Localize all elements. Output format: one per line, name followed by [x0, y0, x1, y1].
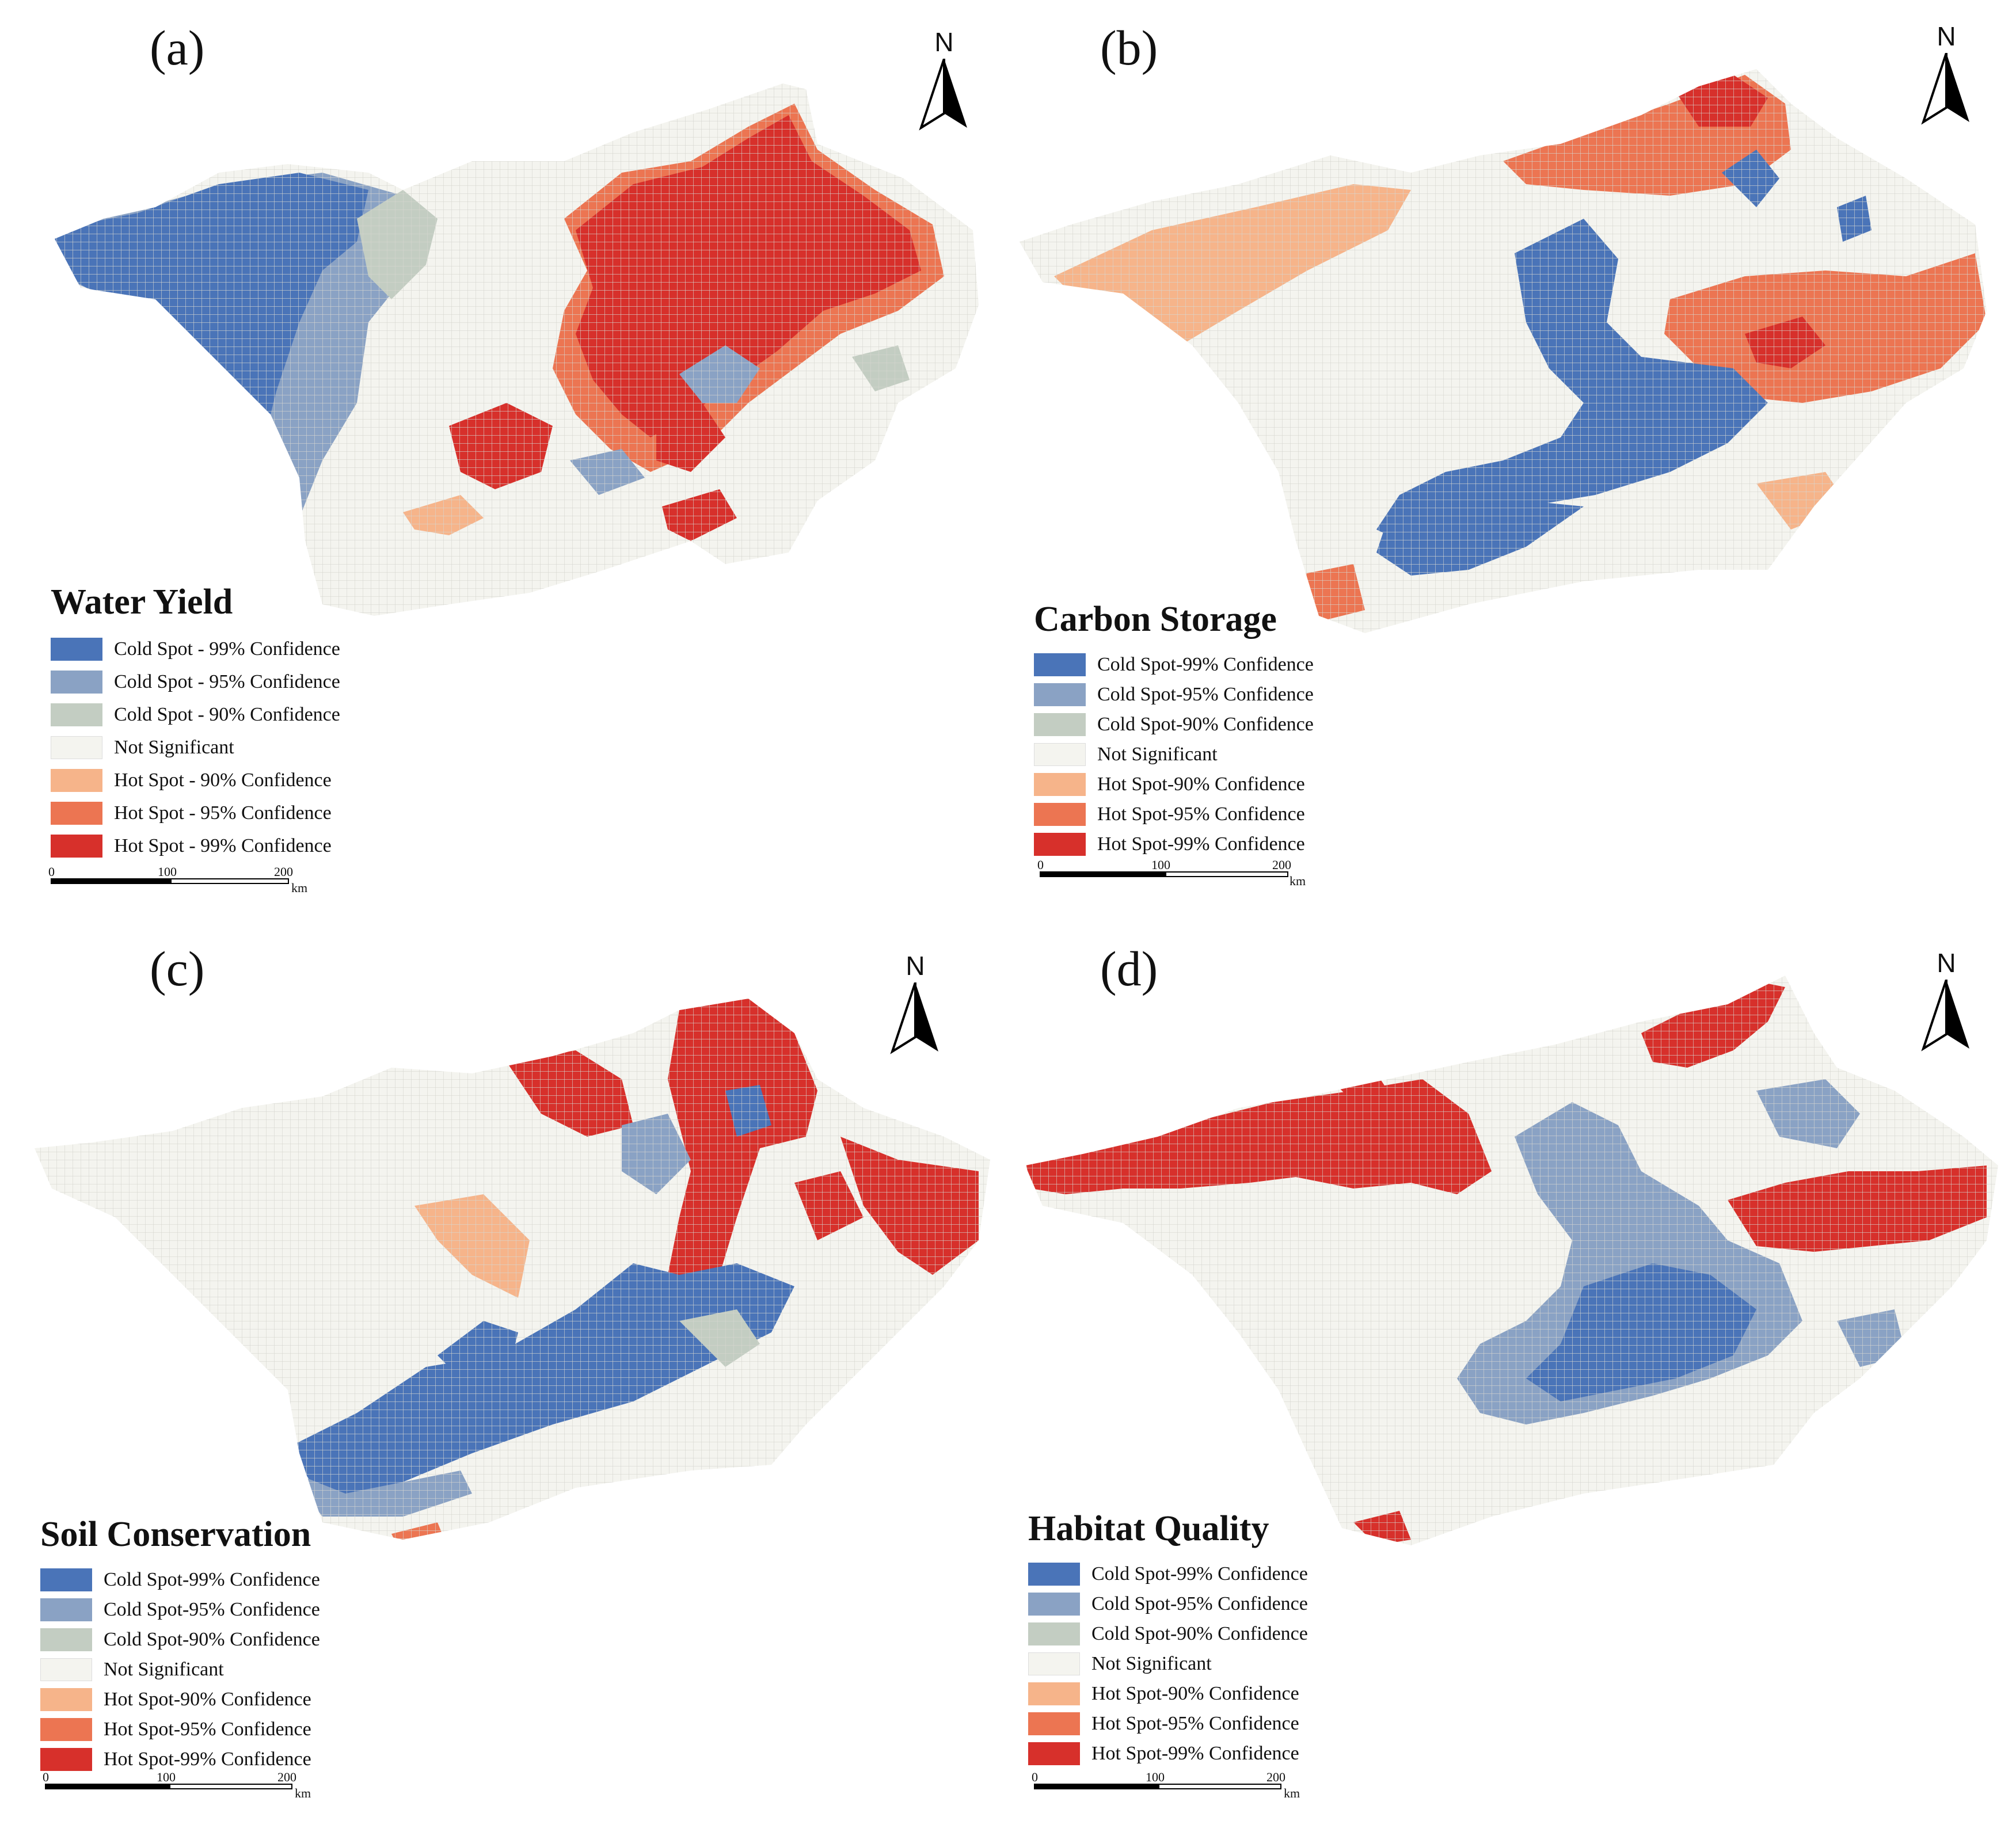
map-carbon-storage: [1020, 69, 1987, 633]
legend-swatch: [1034, 773, 1086, 796]
panel-carbon-storage: (b) N Carbon Storage Cold Spot-99% Confi…: [1008, 0, 2016, 918]
legend-item: Hot Spot - 95% Confidence: [51, 797, 340, 829]
legend-item: Cold Spot-90% Confidence: [1034, 710, 1314, 740]
legend-swatch: [40, 1628, 92, 1651]
legend-title: Water Yield: [51, 582, 233, 622]
legend: Soil Conservation Cold Spot-99% Confiden…: [40, 1517, 320, 1774]
legend-item: Hot Spot-90% Confidence: [40, 1685, 320, 1715]
legend-swatch: [1034, 683, 1086, 706]
legend-swatch: [1028, 1682, 1080, 1705]
legend-item: Hot Spot - 90% Confidence: [51, 764, 340, 797]
legend-swatch: [1028, 1652, 1080, 1675]
legend-item: Hot Spot-95% Confidence: [40, 1715, 320, 1744]
legend-swatch: [40, 1748, 92, 1771]
legend-item: Cold Spot-95% Confidence: [1034, 680, 1314, 710]
panel-habitat-quality: (d) N Habitat Quality Cold Spot-99% Conf…: [1008, 918, 2016, 1836]
legend-swatch: [51, 736, 102, 759]
legend-swatch: [51, 768, 102, 792]
legend-item: Hot Spot - 99% Confidence: [51, 829, 340, 862]
legend-item: Not Significant: [40, 1655, 320, 1685]
legend-swatch: [1028, 1593, 1080, 1616]
legend-item: Hot Spot-95% Confidence: [1028, 1709, 1308, 1739]
north-arrow-icon: N: [1912, 23, 1981, 132]
legend-item: Cold Spot-99% Confidence: [1034, 650, 1314, 680]
north-arrow-icon: N: [881, 953, 950, 1062]
north-arrow-icon: N: [1912, 950, 1981, 1059]
legend-swatch: [1034, 833, 1086, 856]
legend-item: Cold Spot - 95% Confidence: [51, 665, 340, 698]
legend-swatch: [1034, 713, 1086, 736]
legend-title: Habitat Quality: [1028, 1509, 1269, 1548]
map-soil-conservation: [35, 999, 990, 1540]
scale-bar: 0 100 200 km: [43, 1770, 311, 1800]
map-region-carbon-storage: [1020, 69, 1987, 633]
legend-swatch: [40, 1598, 92, 1621]
panel-label: (a): [150, 20, 205, 75]
panel-soil-conservation: (c) N Soil Conservation Cold Spot-99% Co…: [0, 918, 1008, 1836]
legend-swatch: [51, 834, 102, 858]
legend-item: Hot Spot-99% Confidence: [1034, 829, 1314, 859]
legend-swatch: [1034, 803, 1086, 826]
legend-swatch: [51, 670, 102, 694]
panel-label: (b): [1100, 20, 1158, 75]
legend-item: Hot Spot-90% Confidence: [1034, 770, 1314, 799]
legend-item: Hot Spot-90% Confidence: [1028, 1679, 1308, 1709]
legend-item: Cold Spot - 90% Confidence: [51, 698, 340, 731]
legend: Habitat Quality Cold Spot-99% Confidence…: [1028, 1511, 1308, 1769]
legend-item: Not Significant: [51, 731, 340, 764]
scale-bar: 0 100 200 km: [1032, 1770, 1300, 1800]
map-region-water-yield: [55, 83, 979, 616]
legend-swatch: [51, 801, 102, 825]
legend-item: Cold Spot - 99% Confidence: [51, 633, 340, 665]
legend-item: Cold Spot-95% Confidence: [40, 1595, 320, 1625]
legend-title: Soil Conservation: [40, 1515, 311, 1554]
legend-item: Cold Spot-90% Confidence: [1028, 1619, 1308, 1649]
legend-item: Cold Spot-90% Confidence: [40, 1625, 320, 1655]
legend-swatch: [1028, 1712, 1080, 1735]
legend-swatch: [40, 1718, 92, 1741]
scale-bar: 0 100 200 km: [48, 864, 308, 895]
legend-swatch: [40, 1658, 92, 1681]
legend-item: Not Significant: [1028, 1649, 1308, 1679]
legend-swatch: [40, 1568, 92, 1591]
legend: Water Yield Cold Spot - 99% Confidence C…: [51, 584, 340, 862]
map-region-habitat-quality: [1025, 976, 1998, 1545]
legend-swatch: [1034, 743, 1086, 766]
legend-swatch: [1028, 1622, 1080, 1645]
legend-item: Cold Spot-99% Confidence: [40, 1565, 320, 1595]
legend-swatch: [51, 637, 102, 661]
legend: Carbon Storage Cold Spot-99% Confidence …: [1034, 601, 1314, 859]
scale-bar: 0 100 200 km: [1037, 858, 1306, 888]
map-region-soil-conservation: [35, 999, 990, 1540]
panel-label: (c): [150, 941, 205, 996]
legend-title: Carbon Storage: [1034, 600, 1277, 639]
legend-item: Hot Spot-99% Confidence: [1028, 1739, 1308, 1769]
legend-swatch: [1028, 1742, 1080, 1765]
legend-item: Hot Spot-99% Confidence: [40, 1744, 320, 1774]
legend-item: Cold Spot-95% Confidence: [1028, 1589, 1308, 1619]
legend-swatch: [1034, 653, 1086, 676]
legend-item: Hot Spot-95% Confidence: [1034, 799, 1314, 829]
panel-label: (d): [1100, 941, 1158, 996]
legend-swatch: [40, 1688, 92, 1711]
north-arrow-icon: N: [910, 29, 979, 138]
map-habitat-quality: [1025, 976, 1998, 1545]
legend-swatch: [51, 703, 102, 726]
legend-item: Cold Spot-99% Confidence: [1028, 1559, 1308, 1589]
legend-swatch: [1028, 1563, 1080, 1586]
legend-item: Not Significant: [1034, 740, 1314, 770]
map-water-yield: [55, 83, 979, 616]
panel-water-yield: (a) N Water Yield Cold Spot - 99% Confid…: [0, 0, 1008, 918]
